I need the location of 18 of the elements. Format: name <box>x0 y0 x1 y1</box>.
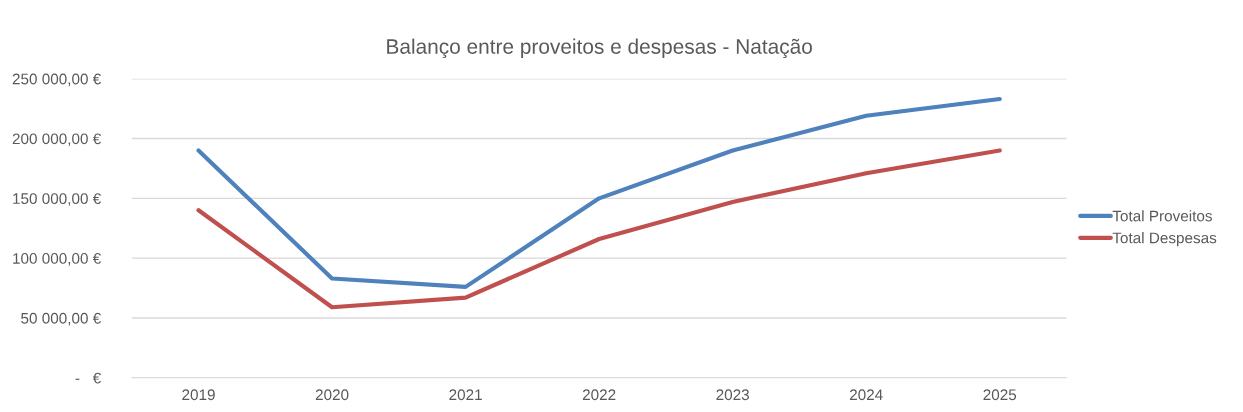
legend-label: Total Despesas <box>1112 232 1217 247</box>
x-tick-label: 2025 <box>983 389 1017 401</box>
x-tick-label: 2023 <box>716 389 749 401</box>
x-tick-label: 2022 <box>582 389 616 401</box>
y-tick-label: 150 000,00 € <box>13 193 101 206</box>
y-tick-label: 250 000,00 € <box>12 73 101 87</box>
y-tick-label: 200 000,00 € <box>12 133 101 147</box>
line-series <box>196 148 1002 310</box>
x-tick-label: 2019 <box>182 389 215 401</box>
y-tick-label: 100 000,00 € <box>13 253 101 266</box>
x-tick-label: 2024 <box>849 389 883 401</box>
x-tick-label: 2021 <box>449 389 482 401</box>
x-tick-label: 2020 <box>315 389 349 401</box>
y-tick-label: 50 000,00 € <box>21 312 101 326</box>
line-series <box>196 96 1002 289</box>
y-tick-label: - € <box>75 372 101 384</box>
chart-title: Balanço entre proveitos e despesas - Natação <box>387 38 812 59</box>
legend-label: Total Proveitos <box>1112 210 1212 222</box>
